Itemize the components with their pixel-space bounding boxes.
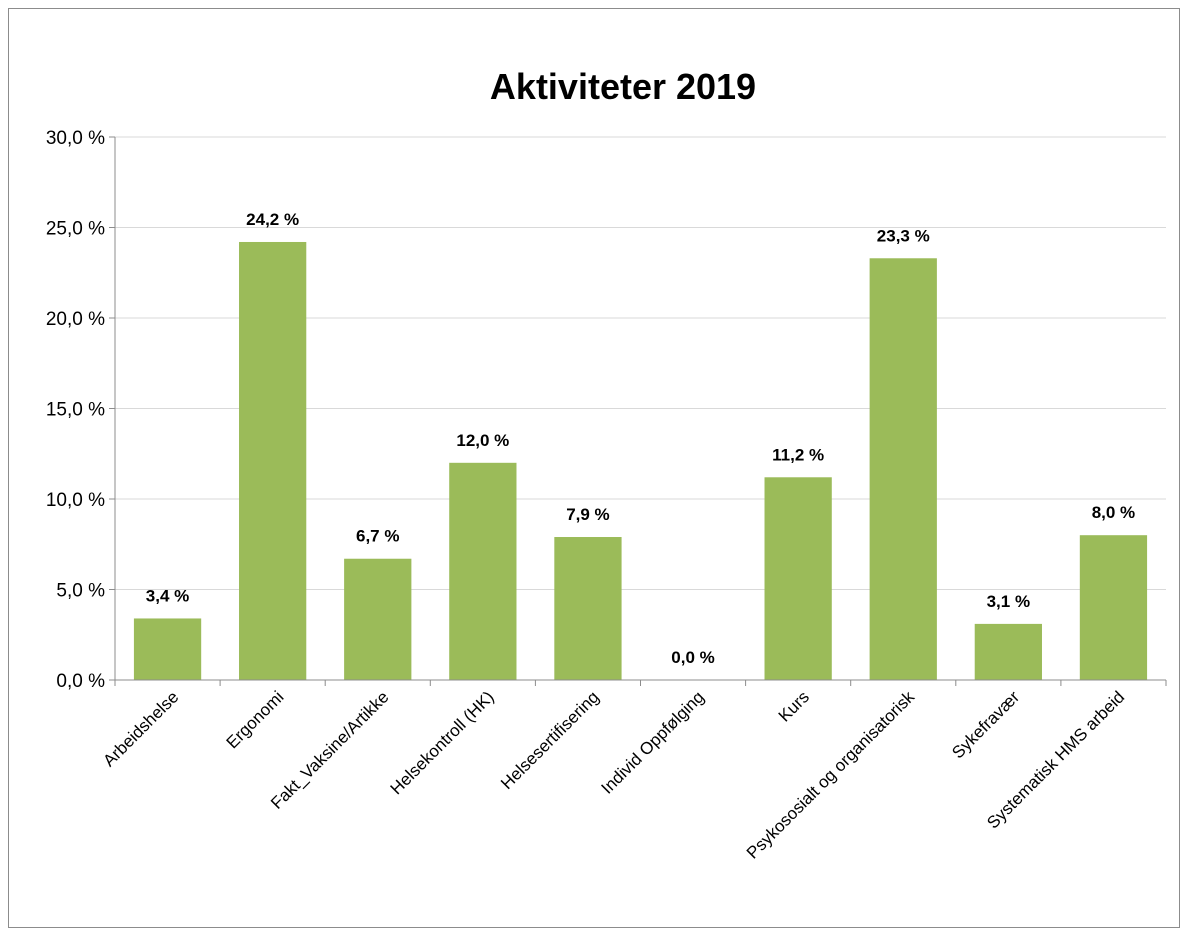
data-label: 12,0 %	[456, 431, 509, 450]
data-label: 11,2 %	[772, 445, 824, 464]
bar	[133, 618, 202, 680]
category-label: Helsesertifisering	[497, 687, 603, 793]
category-label: Ergonomi	[223, 687, 288, 752]
category-label: Fakt_Vaksine/Artikke	[267, 687, 392, 812]
y-tick-label: 20,0 %	[46, 309, 105, 330]
category-label: Psykososialt og organisatorisk	[743, 687, 918, 862]
category-label: Individ Oppfølging	[598, 687, 708, 797]
category-label: Helsekontroll (HK)	[387, 687, 498, 798]
data-label: 0,0 %	[671, 648, 714, 667]
bar	[554, 537, 622, 680]
y-tick-label: 5,0 %	[56, 581, 105, 602]
data-label: 3,4 %	[146, 586, 189, 605]
bar	[869, 258, 937, 680]
data-label: 24,2 %	[246, 210, 299, 229]
data-label: 3,1 %	[987, 592, 1030, 611]
data-label: 8,0 %	[1092, 503, 1135, 522]
data-label: 6,7 %	[356, 527, 399, 546]
bar	[974, 623, 1042, 680]
bar	[1079, 535, 1148, 680]
bar	[239, 241, 307, 681]
y-tick-label: 0,0 %	[56, 671, 105, 692]
data-label: 7,9 %	[566, 505, 609, 524]
chart-frame	[8, 8, 1180, 928]
y-tick-label: 10,0 %	[46, 490, 105, 511]
category-label: Arbeidshelse	[99, 687, 182, 770]
chart-title: Aktiviteter 2019	[489, 66, 757, 107]
bar	[344, 558, 412, 680]
y-tick-label: 25,0 %	[46, 219, 105, 240]
bar	[764, 477, 832, 680]
y-tick-label: 30,0 %	[46, 128, 105, 149]
data-label: 23,3 %	[877, 226, 930, 245]
category-label: Kurs	[775, 687, 813, 725]
y-tick-label: 15,0 %	[46, 400, 105, 421]
category-label: Sykefravær	[948, 687, 1023, 762]
bar	[449, 462, 517, 680]
